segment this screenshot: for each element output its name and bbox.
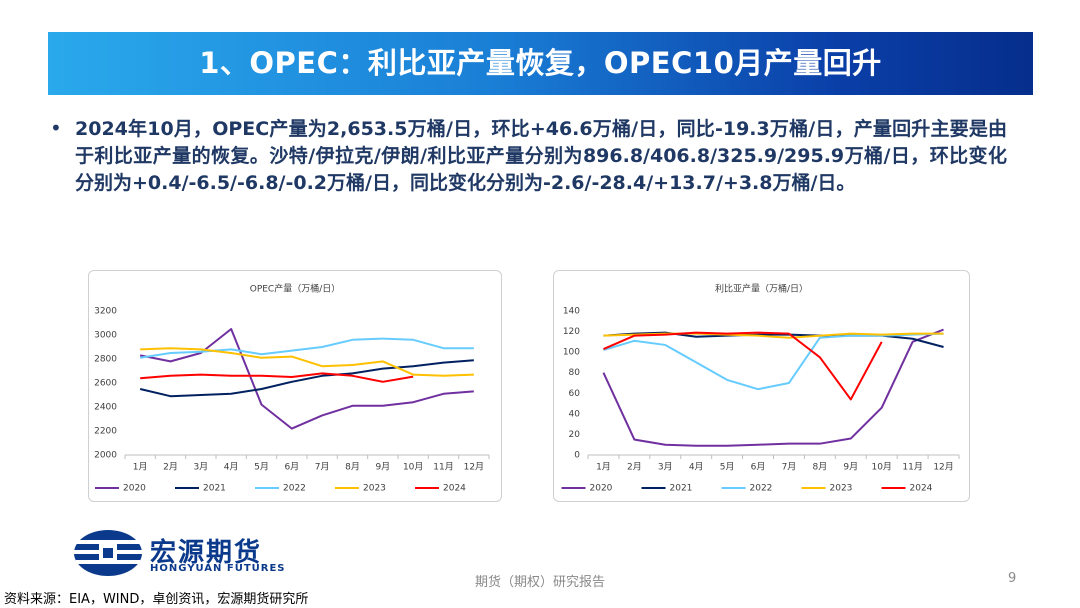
- chart-box: OPEC产量（万桶/日） 2000 2200 2400 2600 2800 3000 3200…: [88, 270, 502, 502]
- x-tick-label: 10月: [871, 462, 891, 473]
- legend-label: 2021: [203, 484, 226, 494]
- source: 资料来源：EIA，WIND，卓创资讯，宏源期货研究所: [4, 592, 309, 607]
- logo-english: HONGYUAN FUTURES: [150, 563, 286, 574]
- y-tick-label: 0: [574, 451, 580, 461]
- legend-label: 2020: [123, 484, 146, 494]
- y-tick-label: 80: [569, 368, 581, 378]
- x-tick-label: 1月: [133, 462, 148, 473]
- y-tick-label: 2400: [94, 403, 117, 413]
- x-tick-label: 4月: [224, 462, 239, 473]
- y-tick-label: 60: [569, 389, 581, 399]
- x-tick-label: 10月: [403, 462, 423, 473]
- x-tick-label: 6月: [284, 462, 299, 473]
- x-tick-label: 7月: [782, 462, 797, 473]
- logo-square: [103, 548, 113, 558]
- x-tick-label: 5月: [254, 462, 269, 473]
- y-tick-label: 100: [563, 348, 580, 358]
- x-tick-label: 2月: [627, 462, 642, 473]
- legend-label: 2020: [590, 484, 613, 494]
- y-tick-label: 2600: [94, 379, 117, 389]
- x-tick-label: 7月: [315, 462, 330, 473]
- legend-label: 2024: [910, 484, 933, 494]
- series-line: [603, 332, 944, 339]
- logo-icon: [74, 530, 142, 576]
- x-tick-label: 8月: [813, 462, 828, 473]
- x-tick-label: 3月: [193, 462, 208, 473]
- x-tick-label: 3月: [658, 462, 673, 473]
- y-tick-label: 3200: [94, 307, 117, 317]
- x-tick-label: 1月: [596, 462, 611, 473]
- x-tick-label: 12月: [933, 462, 953, 473]
- legend-label: 2023: [830, 484, 853, 494]
- header-title: 1、OPEC：利比亚产量恢复，OPEC10月产量回升: [199, 46, 882, 80]
- legend-label: 2022: [283, 484, 306, 494]
- series-line: [602, 328, 944, 447]
- logo-name: 宏源期货: [150, 538, 263, 568]
- chart: OPEC产量（万桶/日） 2000 2200 2400 2600 2800 3000 3200…: [94, 283, 490, 494]
- chart-title: OPEC产量（万桶/日）: [250, 283, 341, 295]
- legend-label: 2024: [443, 484, 466, 494]
- legend-label: 2021: [670, 484, 693, 494]
- x-tick-label: 2月: [163, 462, 178, 473]
- x-tick-label: 11月: [433, 462, 453, 473]
- x-tick-label: 5月: [720, 462, 735, 473]
- y-tick-label: 2200: [94, 427, 117, 437]
- bullet-dot: •: [50, 116, 62, 140]
- series-line: [140, 347, 474, 377]
- y-tick-label: 40: [569, 409, 581, 419]
- legend-label: 2023: [363, 484, 386, 494]
- x-tick-label: 9月: [843, 462, 858, 473]
- y-tick-label: 2000: [94, 451, 117, 461]
- y-tick-label: 120: [563, 327, 580, 337]
- y-tick-label: 2800: [94, 355, 117, 365]
- bullet-text: 2024年10月，OPEC产量为2,653.5万桶/日，环比+46.6万桶/日，…: [75, 118, 1007, 194]
- series-line: [139, 328, 474, 430]
- page-number: 9: [1008, 571, 1017, 586]
- series-line: [140, 337, 474, 359]
- x-tick-label: 12月: [464, 462, 484, 473]
- footer: 期货（期权）研究报告: [474, 575, 605, 590]
- series-line: [603, 332, 944, 391]
- y-tick-label: 3000: [94, 331, 117, 341]
- header-bar: 1、OPEC：利比亚产量恢复，OPEC10月产量回升: [48, 32, 1033, 95]
- x-tick-label: 9月: [375, 462, 390, 473]
- chart-box: 利比亚产量（万桶/日） 0 20 40 60 80 100 120 140 1月 2月 3月 4月 5月 6…: [553, 270, 970, 502]
- logo-stripe: [76, 540, 140, 544]
- series-line: [603, 331, 883, 401]
- x-tick-label: 11月: [902, 462, 922, 473]
- series-line: [140, 372, 414, 383]
- x-tick-label: 4月: [689, 462, 704, 473]
- y-tick-label: 20: [569, 430, 581, 440]
- chart: 利比亚产量（万桶/日） 0 20 40 60 80 100 120 140 1月 2月 3月 4月 5月 6…: [561, 283, 960, 494]
- x-tick-label: 8月: [345, 462, 360, 473]
- legend-label: 2022: [750, 484, 773, 494]
- x-tick-label: 6月: [751, 462, 766, 473]
- series-line: [139, 359, 474, 398]
- y-tick-label: 140: [563, 307, 580, 317]
- chart-title: 利比亚产量（万桶/日）: [715, 283, 808, 295]
